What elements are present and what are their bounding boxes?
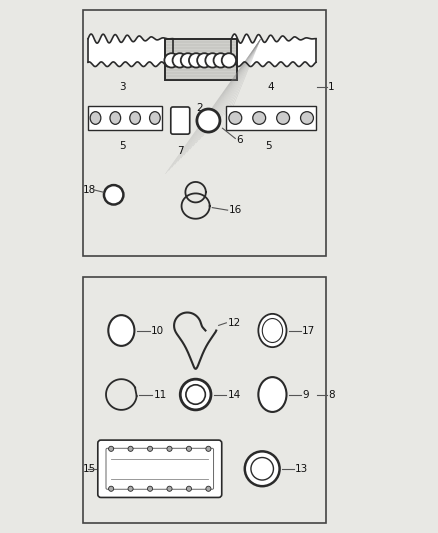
Circle shape xyxy=(128,486,133,491)
Circle shape xyxy=(109,446,114,451)
Text: 17: 17 xyxy=(302,326,315,335)
Text: 14: 14 xyxy=(228,390,241,400)
Circle shape xyxy=(164,53,179,68)
Polygon shape xyxy=(88,34,173,67)
Polygon shape xyxy=(231,34,316,67)
FancyBboxPatch shape xyxy=(171,107,190,134)
Bar xyxy=(226,107,316,130)
Text: 1: 1 xyxy=(328,82,335,92)
Ellipse shape xyxy=(130,111,141,124)
Circle shape xyxy=(180,379,211,410)
Circle shape xyxy=(251,457,273,480)
Circle shape xyxy=(181,53,195,68)
Circle shape xyxy=(128,446,133,451)
Ellipse shape xyxy=(277,111,290,124)
FancyBboxPatch shape xyxy=(98,440,222,497)
Bar xyxy=(88,107,162,130)
Circle shape xyxy=(205,53,220,68)
Ellipse shape xyxy=(108,315,134,346)
Circle shape xyxy=(148,446,152,451)
Text: 15: 15 xyxy=(83,464,96,474)
Text: 7: 7 xyxy=(177,146,184,156)
Ellipse shape xyxy=(300,111,314,124)
Text: 12: 12 xyxy=(228,318,241,328)
Ellipse shape xyxy=(262,319,283,343)
Circle shape xyxy=(189,53,203,68)
Text: 11: 11 xyxy=(153,390,166,400)
Text: 6: 6 xyxy=(237,135,243,145)
Ellipse shape xyxy=(229,111,242,124)
Bar xyxy=(165,38,237,79)
Circle shape xyxy=(197,109,220,132)
Text: 18: 18 xyxy=(83,185,96,195)
Circle shape xyxy=(173,53,187,68)
Circle shape xyxy=(186,385,205,404)
Circle shape xyxy=(187,486,191,491)
Circle shape xyxy=(187,446,191,451)
Text: 4: 4 xyxy=(268,82,275,92)
Text: 9: 9 xyxy=(302,390,308,400)
Circle shape xyxy=(148,486,152,491)
Ellipse shape xyxy=(253,111,266,124)
Circle shape xyxy=(167,446,172,451)
Circle shape xyxy=(222,53,236,68)
Ellipse shape xyxy=(258,377,286,412)
Circle shape xyxy=(245,451,279,486)
Text: 8: 8 xyxy=(328,390,335,400)
Ellipse shape xyxy=(258,314,286,347)
Circle shape xyxy=(197,53,212,68)
Text: 10: 10 xyxy=(151,326,164,335)
Circle shape xyxy=(206,486,211,491)
Circle shape xyxy=(206,446,211,451)
Ellipse shape xyxy=(90,111,101,124)
Text: 3: 3 xyxy=(119,82,126,92)
Circle shape xyxy=(167,486,172,491)
Ellipse shape xyxy=(149,111,160,124)
Text: 13: 13 xyxy=(295,464,308,474)
Ellipse shape xyxy=(110,111,120,124)
Text: 5: 5 xyxy=(119,141,126,151)
Text: 2: 2 xyxy=(196,103,203,113)
Circle shape xyxy=(109,486,114,491)
Text: 5: 5 xyxy=(265,141,272,151)
Circle shape xyxy=(214,53,228,68)
Text: 16: 16 xyxy=(229,205,242,215)
Circle shape xyxy=(104,185,124,205)
